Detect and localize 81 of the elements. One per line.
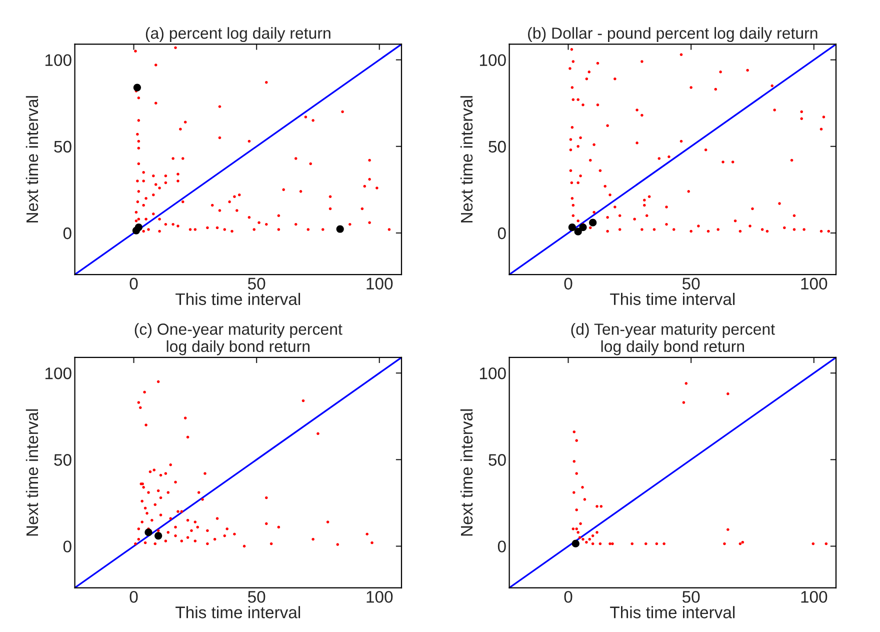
x-axis-title: This time interval (610, 606, 735, 618)
point (682, 401, 686, 404)
x-tick-label: 50 (248, 590, 266, 603)
point (589, 218, 597, 226)
y-axis-title: Next time interval (460, 409, 473, 536)
point (583, 498, 586, 501)
y-tick-label: 0 (63, 540, 72, 552)
point (575, 472, 578, 475)
chart-title: (d) Ten-year maturity percent log daily bond return (571, 323, 775, 356)
x-tick-label: 50 (682, 590, 700, 603)
x-tick-label: 100 (366, 278, 393, 290)
chart-title: (b) Dollar - pound percent log daily return (528, 27, 818, 42)
x-tick-label: 0 (564, 590, 572, 603)
y-axis-title: Next time interval (460, 96, 473, 222)
point (655, 542, 658, 546)
y-tick-label: 0 (63, 227, 72, 240)
y-tick-label: 100 (480, 54, 506, 66)
y-tick-label: 100 (480, 367, 506, 380)
point (600, 504, 603, 508)
point (572, 491, 576, 494)
point (608, 542, 612, 546)
y-tick-label: 50 (488, 140, 506, 153)
x-tick-label: 0 (130, 590, 138, 603)
point (611, 542, 614, 546)
x-tick-label: 100 (366, 590, 393, 603)
y-tick-label: 0 (498, 227, 506, 240)
point (738, 542, 742, 546)
point (581, 486, 584, 489)
point (598, 542, 602, 546)
y-tick-label: 50 (54, 140, 72, 153)
y-axis-title: Next time interval (26, 409, 38, 536)
x-tick-label: 100 (801, 590, 828, 603)
point (588, 538, 592, 541)
x-tick-label: 50 (248, 278, 266, 290)
x-axis-title: This time interval (176, 606, 300, 618)
point (591, 542, 594, 546)
point (824, 542, 828, 546)
point (578, 536, 582, 539)
point (576, 530, 580, 534)
point (585, 540, 588, 544)
point (726, 528, 730, 531)
point (134, 223, 142, 232)
point (572, 460, 576, 463)
point (630, 542, 634, 546)
point (723, 542, 726, 546)
x-tick-label: 0 (564, 278, 572, 290)
point (574, 228, 582, 236)
y-tick-label: 0 (498, 540, 506, 552)
point (582, 538, 584, 541)
point (596, 504, 598, 508)
y-tick-label: 50 (488, 454, 506, 466)
point (741, 540, 744, 544)
point (133, 84, 141, 92)
y-axis-title: Next time interval (26, 96, 38, 222)
x-axis-title: This time interval (176, 292, 300, 306)
point (336, 225, 344, 233)
point (591, 534, 594, 538)
chart-title: (a) percent log daily return (146, 27, 330, 42)
x-tick-label: 100 (801, 278, 828, 290)
x-axis-title: This time interval (610, 292, 735, 306)
point (596, 530, 598, 534)
point (812, 542, 815, 546)
point (662, 542, 666, 546)
point (579, 522, 582, 526)
point (579, 223, 587, 232)
chart-title: (c) One-year maturity percent log daily bond return (134, 323, 342, 356)
point (726, 392, 730, 396)
point (572, 540, 580, 548)
point (568, 223, 576, 232)
point (644, 542, 648, 546)
point (575, 508, 578, 512)
point (575, 527, 578, 530)
point (572, 430, 576, 434)
x-tick-label: 0 (130, 278, 138, 290)
y-tick-label: 100 (45, 367, 72, 380)
point (575, 439, 578, 442)
point (572, 527, 575, 530)
y-tick-label: 50 (54, 454, 72, 466)
x-tick-label: 50 (682, 278, 700, 290)
y-tick-label: 100 (45, 54, 72, 66)
point (684, 382, 688, 385)
